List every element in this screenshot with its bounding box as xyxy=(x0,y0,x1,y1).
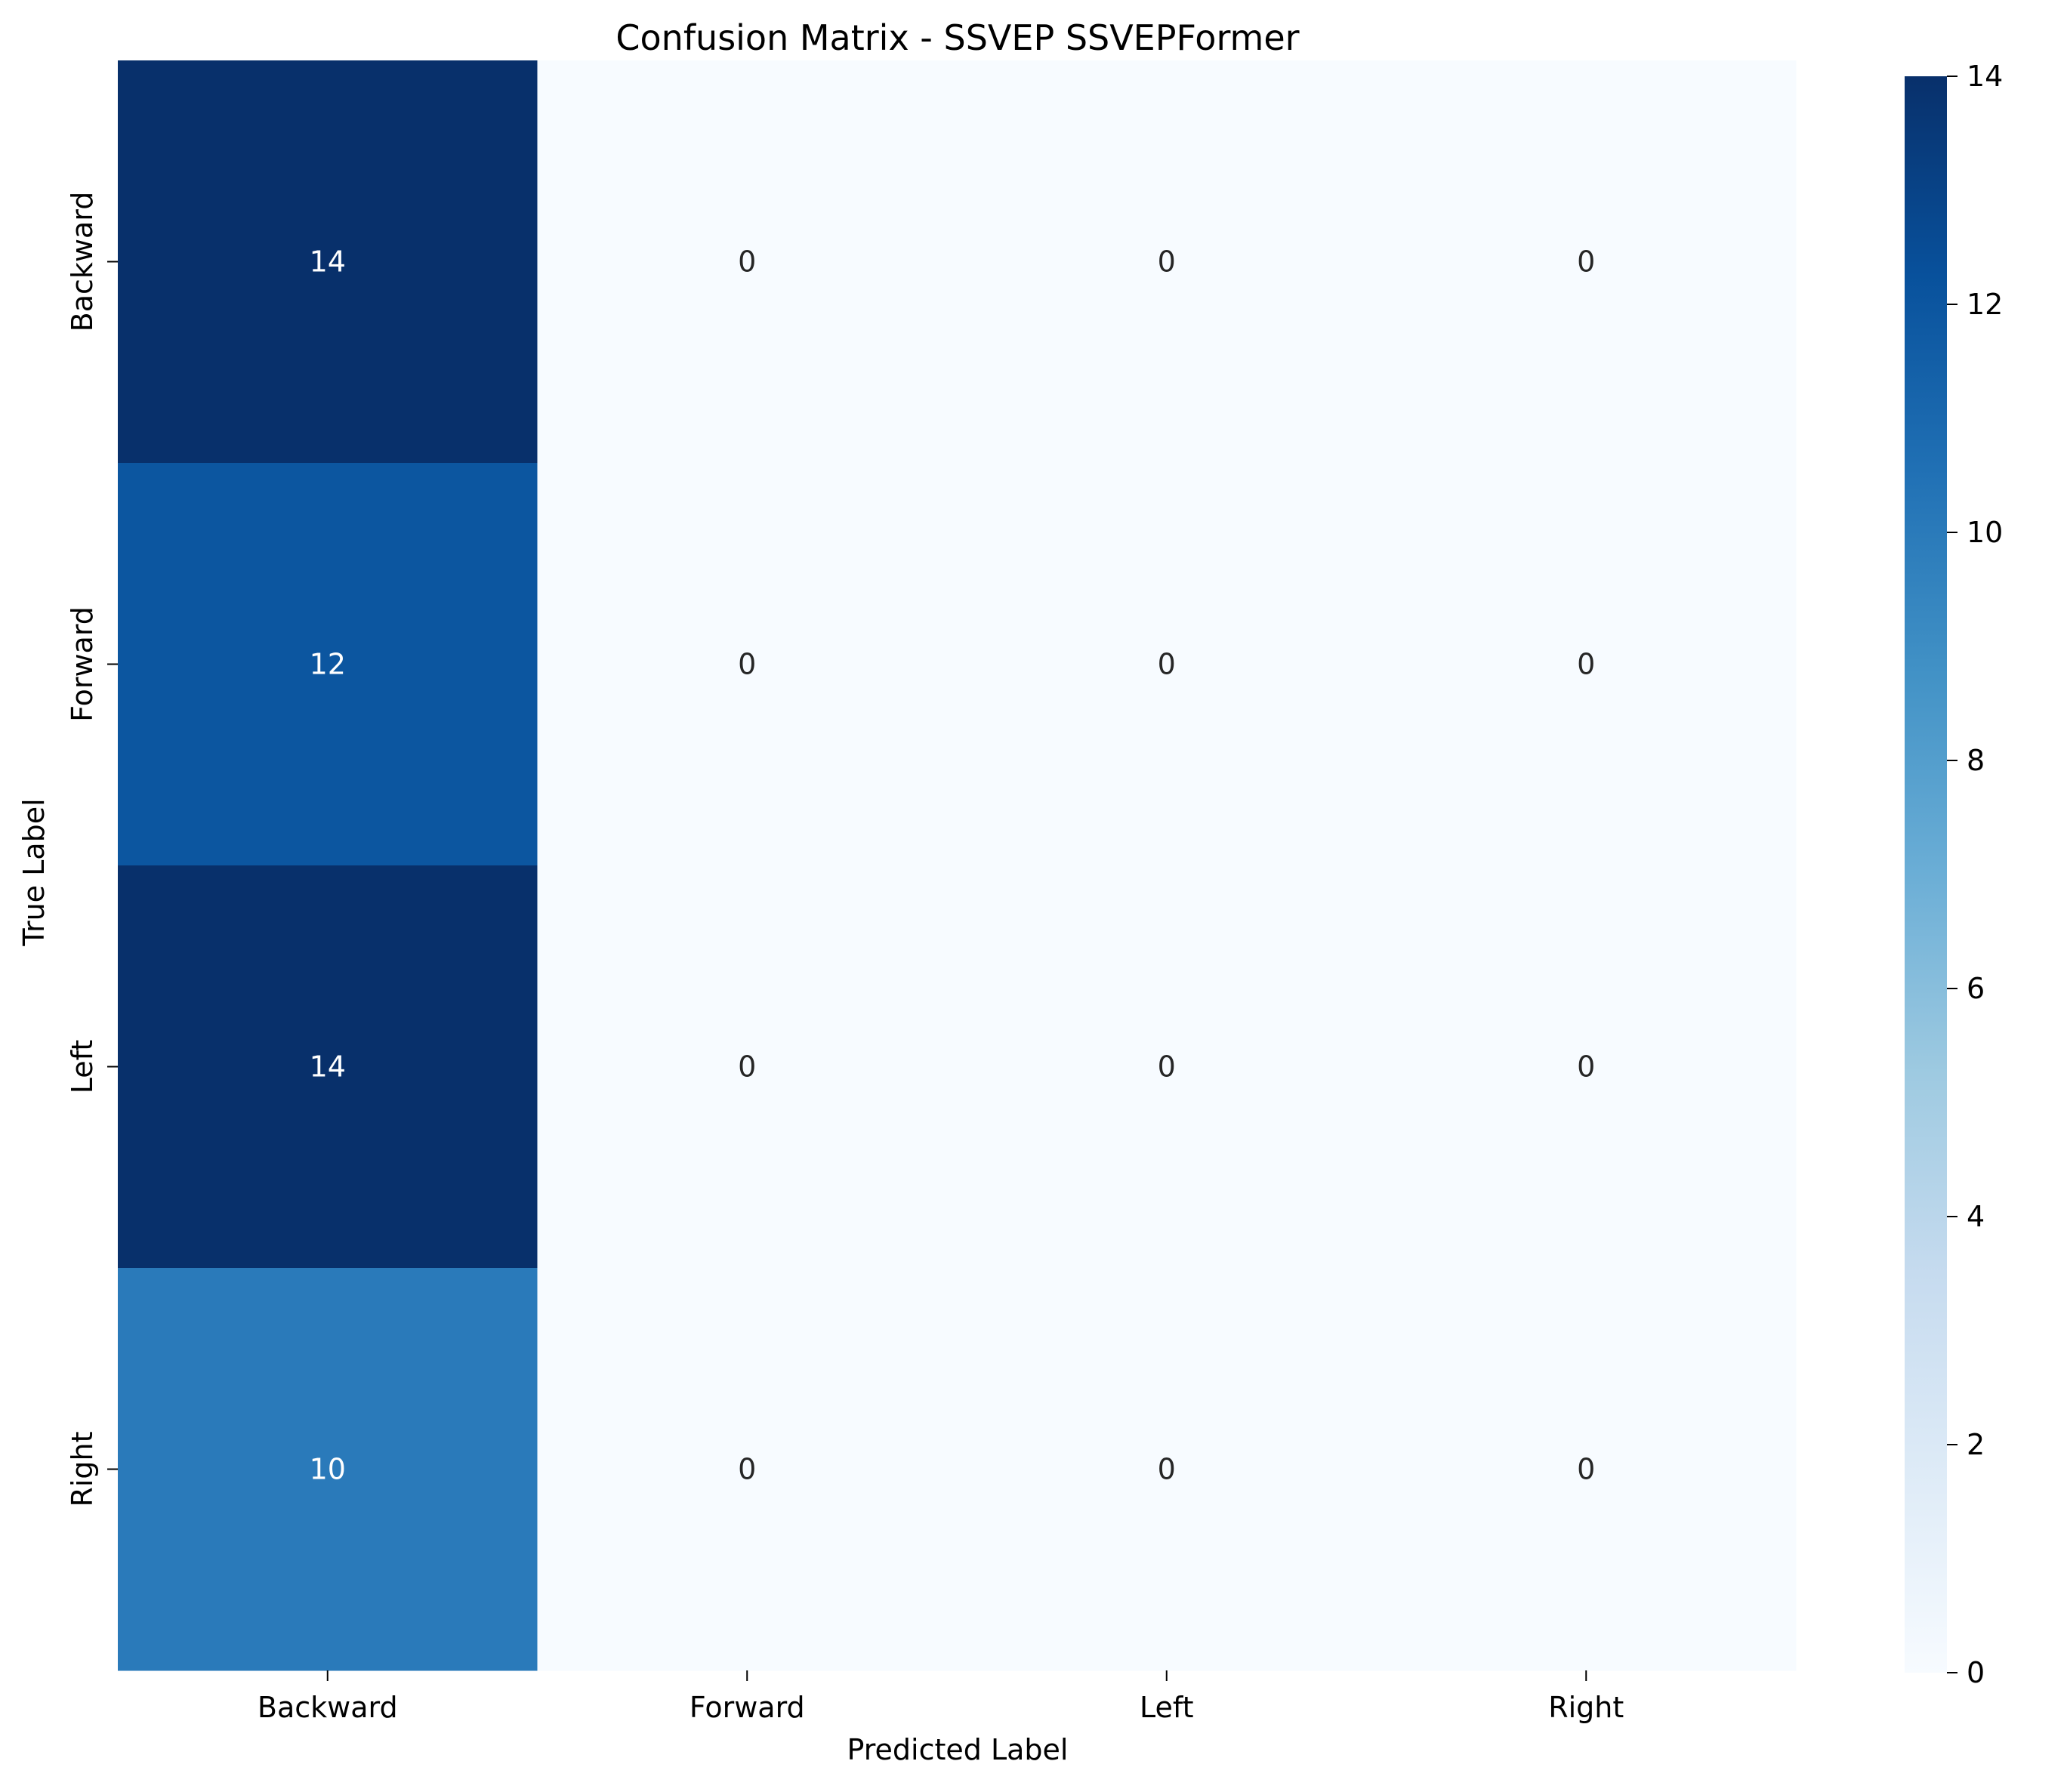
heatmap-cell xyxy=(118,1268,538,1671)
x-axis-label: Predicted Label xyxy=(847,1733,1069,1766)
heatmap-cell xyxy=(957,865,1377,1269)
heatmap-cell xyxy=(537,1268,958,1671)
heatmap-cell xyxy=(118,60,538,464)
colorbar: 0 2 4 6 8 10 12 14 xyxy=(1905,60,2003,1689)
colorbar-tick-label: 14 xyxy=(1967,60,2003,93)
heatmap-cell-label: 0 xyxy=(1577,1453,1595,1486)
y-axis: Backward Forward Left Right xyxy=(66,192,118,1507)
colorbar-tick-label: 4 xyxy=(1967,1200,1985,1233)
heatmap-cell-label: 0 xyxy=(1158,1050,1176,1084)
heatmap-cell-label: 0 xyxy=(738,1453,756,1486)
y-axis-label: True Label xyxy=(17,798,51,946)
colorbar-scale xyxy=(1905,76,1947,1673)
heatmap-cell xyxy=(1376,60,1797,464)
colorbar-tick-label: 10 xyxy=(1967,516,2003,549)
heatmap-cell xyxy=(1376,1268,1797,1671)
heatmap-cell xyxy=(537,865,958,1269)
chart-title: Confusion Matrix - SSVEP SSVEPFormer xyxy=(615,17,1299,58)
colorbar-tick-label: 12 xyxy=(1967,288,2003,321)
heatmap-cell xyxy=(537,463,958,866)
heatmap-cell-label: 12 xyxy=(310,648,346,681)
heatmap-cell-label: 0 xyxy=(1158,1453,1176,1486)
heatmap-cell-label: 0 xyxy=(738,1050,756,1084)
x-axis: Backward Forward Left Right xyxy=(258,1670,1624,1724)
heatmap-cell xyxy=(537,60,958,464)
heatmap-cells xyxy=(118,60,1797,1671)
colorbar-tick-label: 8 xyxy=(1967,744,1985,777)
heatmap-cell-label: 14 xyxy=(310,245,346,279)
heatmap-cell xyxy=(957,1268,1377,1671)
y-tick-label: Left xyxy=(66,1040,99,1094)
heatmap-cell-label: 0 xyxy=(738,648,756,681)
y-tick-label: Right xyxy=(66,1431,99,1507)
heatmap-cell-label: 10 xyxy=(310,1453,346,1486)
y-tick-label: Backward xyxy=(66,192,99,332)
colorbar-tick-label: 6 xyxy=(1967,972,1985,1005)
colorbar-tick-label: 2 xyxy=(1967,1428,1985,1461)
heatmap-cell xyxy=(957,60,1377,464)
heatmap-cell-labels: 14 0 0 0 12 0 0 0 14 0 0 0 10 0 0 0 xyxy=(310,245,1596,1486)
x-tick-label: Right xyxy=(1548,1691,1624,1724)
colorbar-tick-label: 0 xyxy=(1967,1656,1985,1689)
heatmap-cell-label: 0 xyxy=(1577,245,1595,279)
x-tick-label: Left xyxy=(1140,1691,1194,1724)
heatmap-cell xyxy=(1376,865,1797,1269)
heatmap-cell-label: 0 xyxy=(738,245,756,279)
heatmap-cell-label: 0 xyxy=(1158,648,1176,681)
heatmap-cell-label: 0 xyxy=(1158,245,1176,279)
y-tick-label: Forward xyxy=(66,606,99,722)
heatmap-cell xyxy=(118,865,538,1269)
x-tick-label: Forward xyxy=(690,1691,805,1724)
heatmap-cell xyxy=(1376,463,1797,866)
heatmap-cell-label: 0 xyxy=(1577,648,1595,681)
heatmap-cell xyxy=(957,463,1377,866)
heatmap-cell xyxy=(118,463,538,866)
x-tick-label: Backward xyxy=(258,1691,398,1724)
heatmap-cell-label: 0 xyxy=(1577,1050,1595,1084)
heatmap-cell-label: 14 xyxy=(310,1050,346,1084)
